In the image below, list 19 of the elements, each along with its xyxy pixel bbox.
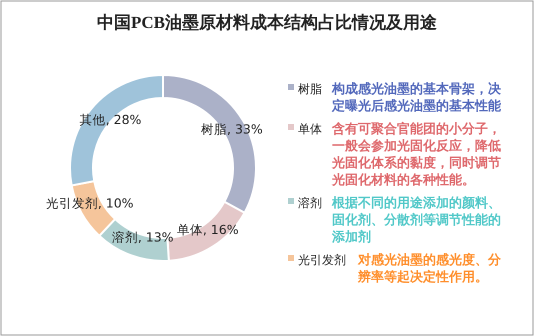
text: 根据不同的用途添加的颜料、固化剂、分散剂等调节性能的添加剂: [331, 195, 501, 245]
legend-label: 单体: [298, 122, 322, 136]
data-label: , 16%: [202, 222, 239, 238]
legend-label: 树脂: [298, 82, 322, 96]
slice-label: 光引发剂: [46, 195, 98, 210]
slice-label: 树脂: [201, 122, 228, 137]
text: 含有可聚合官能团的小分子，一般会参加光固化反应，降低光固化体系的黏度，同时调节光固化材料的各种性能。: [331, 121, 501, 188]
slice-label: 溶剂: [112, 229, 138, 244]
legend-label: 溶剂: [298, 196, 322, 210]
slice-label: 其他: [80, 112, 106, 127]
slice-label: 单体: [176, 222, 203, 238]
data-label: , 28%: [106, 112, 142, 127]
text: 对感光油墨的感光度、分辨率等起决定性作用。: [357, 252, 502, 285]
data-label: , 10%: [98, 195, 134, 210]
data-label: , 33%: [227, 122, 263, 137]
chart-title: 中国PCB油墨原材料成本结构占比情况及用途: [97, 13, 437, 32]
legend-label: 光引发剂: [298, 253, 346, 267]
data-label: , 13%: [138, 229, 174, 244]
text: 构成感光油墨的基本骨架，决定曝光后感光油墨的基本性能: [331, 81, 502, 114]
